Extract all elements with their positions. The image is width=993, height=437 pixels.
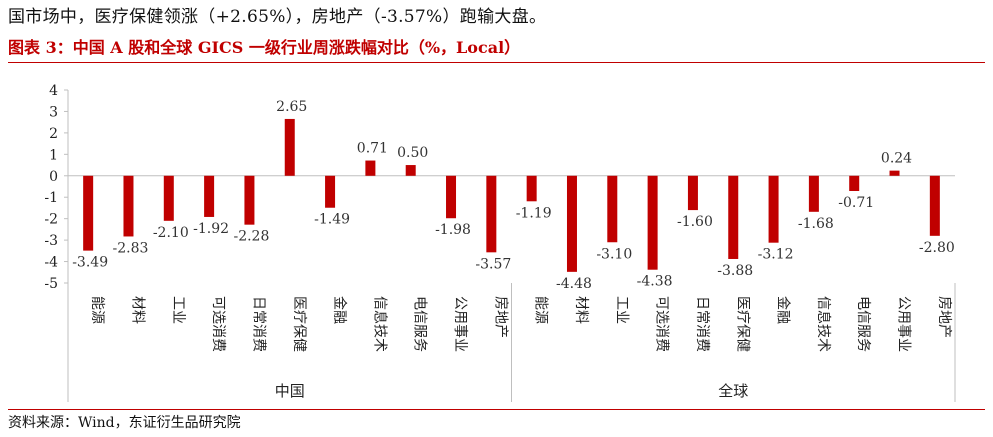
category-label: 信息技术 bbox=[815, 296, 832, 352]
data-label: -2.28 bbox=[233, 229, 269, 245]
category-label: 房地产 bbox=[936, 296, 952, 338]
y-tick-label: -5 bbox=[44, 276, 58, 292]
chart-title: 图表 3：中国 A 股和全球 GICS 一级行业周涨跌幅对比（%，Local） bbox=[8, 38, 521, 57]
bar bbox=[284, 118, 295, 176]
bar bbox=[647, 175, 658, 270]
bar bbox=[123, 175, 134, 237]
data-label: -3.49 bbox=[72, 255, 108, 271]
y-tick-label: -4 bbox=[44, 255, 58, 271]
data-label: -4.38 bbox=[637, 274, 673, 290]
data-label: -2.83 bbox=[113, 240, 149, 256]
category-label: 能源 bbox=[533, 296, 549, 324]
data-label: -2.10 bbox=[153, 225, 189, 241]
bar bbox=[325, 175, 336, 208]
category-label: 可选消费 bbox=[654, 296, 670, 352]
bar bbox=[687, 175, 698, 211]
data-label: 0.71 bbox=[357, 141, 388, 157]
data-label: -1.98 bbox=[435, 222, 471, 238]
category-label: 公用事业 bbox=[896, 296, 912, 352]
data-label: -1.49 bbox=[314, 212, 350, 228]
source-rule bbox=[8, 409, 985, 410]
bar bbox=[365, 160, 376, 176]
category-label: 房地产 bbox=[492, 296, 508, 338]
bar bbox=[889, 170, 900, 176]
title-rule bbox=[8, 62, 985, 63]
bar bbox=[486, 175, 497, 253]
category-label: 电信服务 bbox=[412, 296, 428, 352]
data-label: -3.88 bbox=[717, 263, 753, 279]
category-label: 材料 bbox=[573, 296, 589, 324]
y-tick-label: 2 bbox=[49, 126, 58, 142]
data-label: 2.65 bbox=[276, 99, 307, 115]
category-label: 金融 bbox=[331, 296, 347, 324]
data-label: -4.48 bbox=[556, 276, 592, 292]
bar bbox=[808, 175, 819, 212]
bar bbox=[83, 175, 94, 251]
category-label: 能源 bbox=[89, 296, 105, 324]
headline: 国市场中，医疗保健领涨（+2.65%），房地产（-3.57%）跑输大盘。 bbox=[8, 7, 547, 27]
data-label: -1.19 bbox=[516, 205, 552, 221]
data-label: -1.60 bbox=[677, 214, 713, 230]
data-label: -3.10 bbox=[596, 246, 632, 262]
bar bbox=[566, 175, 577, 272]
category-label: 电信服务 bbox=[855, 296, 871, 352]
category-label: 日常消费 bbox=[694, 296, 710, 352]
bar bbox=[849, 175, 860, 192]
y-tick-label: 4 bbox=[49, 83, 58, 99]
bar bbox=[244, 175, 255, 225]
y-tick-label: -2 bbox=[44, 212, 58, 228]
bar-chart: 4 3 2 1 0 -1 -2 -3 -4 -5 -3.49 能源 -2.83 材料 -2.10 工业 -1.9… bbox=[44, 83, 956, 402]
category-label: 信息技术 bbox=[371, 296, 388, 352]
category-label: 工业 bbox=[170, 296, 186, 324]
bar bbox=[728, 175, 739, 259]
data-label: -2.80 bbox=[919, 240, 955, 256]
bar bbox=[768, 175, 779, 243]
category-label: 日常消费 bbox=[250, 296, 266, 352]
bar bbox=[526, 175, 537, 202]
category-label: 金融 bbox=[775, 296, 791, 324]
y-tick-label: -3 bbox=[44, 233, 58, 249]
data-label: -3.12 bbox=[758, 247, 794, 263]
bar bbox=[446, 175, 457, 219]
y-tick-label: 3 bbox=[49, 104, 58, 120]
category-label: 材料 bbox=[129, 296, 145, 324]
data-label: 0.24 bbox=[881, 151, 912, 167]
category-label: 可选消费 bbox=[210, 296, 226, 352]
group-label: 全球 bbox=[718, 382, 748, 400]
bar bbox=[204, 175, 215, 217]
bar bbox=[929, 175, 940, 236]
y-tick-label: 1 bbox=[49, 147, 58, 163]
data-label: -1.68 bbox=[798, 216, 834, 232]
bar bbox=[163, 175, 174, 221]
data-label: -3.57 bbox=[475, 256, 511, 272]
category-label: 公用事业 bbox=[452, 296, 468, 352]
y-tick-label: 0 bbox=[49, 169, 58, 185]
source-note: 资料来源：Wind，东证衍生品研究院 bbox=[8, 415, 241, 431]
bar bbox=[607, 175, 618, 243]
data-label: 0.50 bbox=[397, 145, 428, 161]
category-label: 医疗保健 bbox=[291, 296, 307, 352]
group-label: 中国 bbox=[275, 382, 305, 400]
category-label: 医疗保健 bbox=[734, 296, 750, 352]
data-label: -0.71 bbox=[838, 195, 874, 211]
category-label: 工业 bbox=[613, 296, 629, 324]
data-label: -1.92 bbox=[193, 221, 229, 237]
y-tick-label: -1 bbox=[44, 190, 58, 206]
bar bbox=[405, 165, 416, 176]
